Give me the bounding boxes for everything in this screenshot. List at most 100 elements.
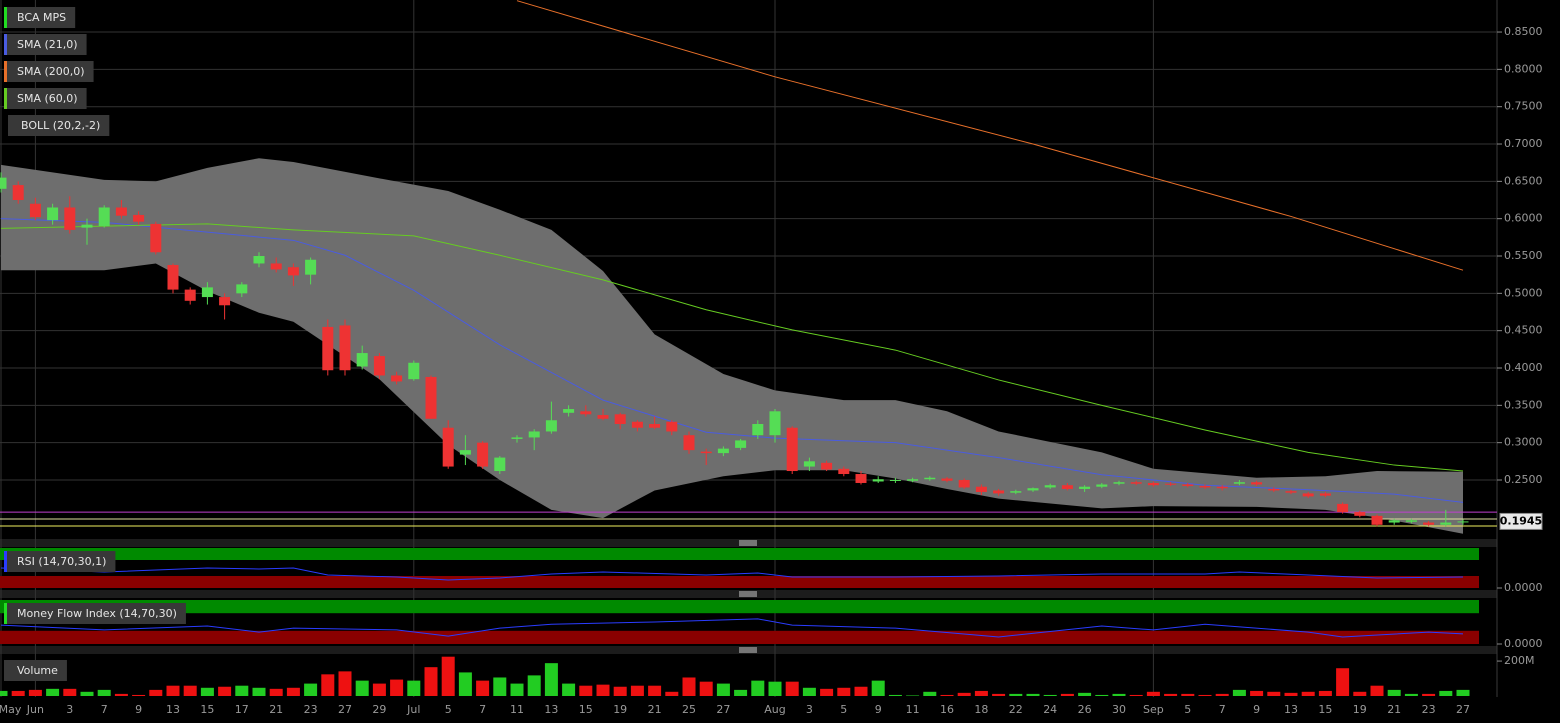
candle-body <box>717 448 729 454</box>
volume-bar <box>768 681 782 696</box>
volume-bar <box>923 691 937 696</box>
candle-body <box>29 203 41 218</box>
volume-bar <box>544 663 558 696</box>
legend-box <box>4 61 94 82</box>
volume-bar <box>734 689 748 696</box>
volume-bar <box>441 656 455 696</box>
candle-body <box>322 326 334 371</box>
volume-bar <box>579 685 593 696</box>
volume-bar <box>304 683 318 696</box>
zone-band <box>0 600 1479 614</box>
x-tick-label: Sep <box>1143 703 1164 716</box>
volume-bar <box>1353 691 1367 696</box>
candle-body <box>1165 483 1177 485</box>
sma-line <box>0 223 1464 472</box>
volume-bar <box>1284 692 1298 696</box>
volume-bar <box>751 680 765 696</box>
candle-body <box>1130 482 1142 484</box>
x-tick-label: 11 <box>906 703 920 716</box>
candle-body <box>425 376 437 419</box>
candle-body <box>47 207 59 221</box>
zone-band <box>0 576 1479 588</box>
x-tick-label: 5 <box>1184 703 1191 716</box>
candle-body <box>631 421 643 428</box>
x-tick-label: 15 <box>1318 703 1332 716</box>
candle-body <box>442 427 454 467</box>
volume-bar <box>218 686 232 696</box>
legend-swatch <box>4 7 7 28</box>
volume-bar <box>957 692 971 696</box>
volume-bar <box>1009 693 1023 696</box>
candle-body <box>975 486 987 492</box>
volume-bar <box>1043 694 1057 696</box>
candle-body <box>614 414 626 424</box>
y-tick-label: 0.6500 <box>1504 174 1543 187</box>
volume-bar <box>46 688 60 696</box>
legend-label: SMA (60,0) <box>17 92 78 105</box>
candle-body <box>855 474 867 483</box>
y-tick-label: 0.8000 <box>1504 62 1543 75</box>
candle-body <box>1199 485 1211 488</box>
x-tick-label: Jun <box>26 703 44 716</box>
x-tick-label: 27 <box>716 703 730 716</box>
legend-swatch <box>4 88 7 109</box>
candle-body <box>1268 488 1280 491</box>
candle-body <box>872 479 884 482</box>
volume-bar <box>854 686 868 696</box>
candle-body <box>683 435 695 451</box>
x-tick-label: 11 <box>510 703 524 716</box>
candle-body <box>735 440 747 448</box>
y-tick-label: 0.4500 <box>1504 324 1543 337</box>
y-tick-label: 0.0000 <box>1504 581 1543 594</box>
candle-body <box>236 284 248 294</box>
candle-body <box>98 207 110 227</box>
candle-body <box>1354 512 1366 516</box>
x-tick-label: 23 <box>304 703 318 716</box>
legend-label: BOLL (20,2,-2) <box>21 119 100 132</box>
volume-bar <box>28 689 42 696</box>
legend-label: RSI (14,70,30,1) <box>17 555 106 568</box>
candle-body <box>511 437 523 439</box>
x-tick-label: 13 <box>1284 703 1298 716</box>
volume-bar <box>338 671 352 696</box>
volume-bar <box>0 690 8 696</box>
candle-body <box>1388 520 1400 523</box>
y-tick-label: 0.3000 <box>1504 436 1543 449</box>
zone-band <box>0 630 1479 644</box>
candle-body <box>1113 482 1125 484</box>
volume-bar <box>1267 691 1281 696</box>
candle-body <box>133 214 145 222</box>
legend-box <box>4 603 186 624</box>
x-tick-label: 22 <box>1009 703 1023 716</box>
candle-body <box>838 468 850 475</box>
volume-bar <box>1456 689 1470 696</box>
x-tick-label: 21 <box>1387 703 1401 716</box>
candle-body <box>821 462 833 470</box>
sma-line <box>0 218 1464 503</box>
candle-body <box>545 420 557 432</box>
candle-body <box>1044 485 1056 488</box>
volume-bar <box>286 687 300 696</box>
candle-body <box>253 256 265 264</box>
volume-bar <box>716 683 730 696</box>
candle-body <box>1061 485 1073 489</box>
candle-body <box>1010 491 1022 493</box>
volume-bar <box>785 681 799 696</box>
zone-band <box>0 548 1479 560</box>
candle-body <box>12 185 24 201</box>
x-tick-label: 19 <box>1353 703 1367 716</box>
volume-bar <box>820 688 834 696</box>
volume-bar <box>390 679 404 696</box>
x-tick-label: 3 <box>806 703 813 716</box>
x-tick-label: 5 <box>445 703 452 716</box>
volume-bar <box>407 680 421 696</box>
candle-body <box>666 421 678 432</box>
x-tick-label: 24 <box>1043 703 1057 716</box>
volume-bar <box>80 691 94 696</box>
candle-body <box>219 297 231 306</box>
volume-bar <box>1370 685 1384 696</box>
y-tick-label: 0.5500 <box>1504 249 1543 262</box>
volume-bar <box>1112 693 1126 696</box>
volume-bar <box>1439 690 1453 696</box>
